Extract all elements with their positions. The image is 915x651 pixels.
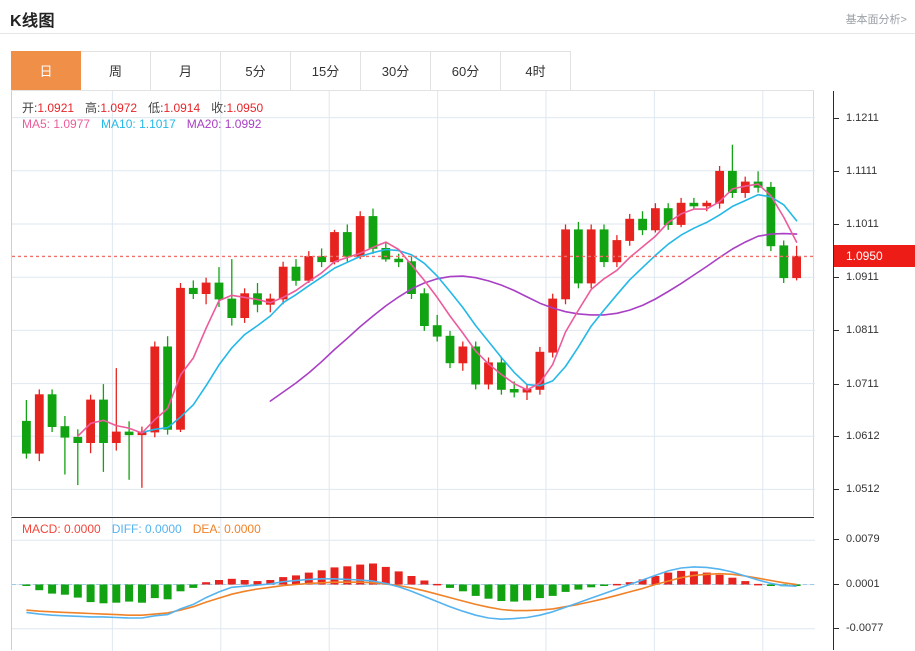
price-tick-label: 1.0811 <box>846 324 879 337</box>
macd-chart-svg <box>12 518 815 651</box>
y-axis-line <box>833 91 834 650</box>
fundamental-analysis-link[interactable]: 基本面分析> <box>845 14 907 26</box>
price-tick-label: 1.1111 <box>846 164 878 177</box>
timeframe-tab-1[interactable]: 周 <box>81 51 151 91</box>
price-tick-label: 1.0512 <box>846 483 880 496</box>
macd-chart-panel[interactable] <box>11 517 815 651</box>
timeframe-tab-5[interactable]: 30分 <box>361 51 431 91</box>
low-value: 1.0914 <box>163 101 201 115</box>
price-tick-label: 1.0711 <box>846 377 879 390</box>
low-label: 低: <box>148 101 164 115</box>
macd-tick-label: 0.0001 <box>846 577 880 590</box>
price-tick-label: 1.1211 <box>846 111 879 124</box>
candlestick-chart-svg <box>12 91 815 516</box>
high-label: 高: <box>85 101 101 115</box>
dea-value-legend: DEA: 0.0000 <box>192 522 261 536</box>
macd-tick-label: -0.0077 <box>846 621 884 634</box>
price-tick-mark <box>834 117 839 119</box>
price-tick-label: 1.1011 <box>846 218 879 230</box>
price-tick-mark <box>834 489 839 491</box>
macd-tick-mark <box>834 539 839 541</box>
price-tick-mark <box>834 330 839 332</box>
diff-value-legend: DIFF: 0.0000 <box>111 522 182 536</box>
ma10-legend: MA10: 1.1017 <box>101 117 176 131</box>
timeframe-tab-bar[interactable]: 日周月 5分 15分 30分 60分 4时 <box>11 51 571 91</box>
price-tick-mark <box>834 383 839 385</box>
price-tick-mark <box>834 170 839 172</box>
close-value: 1.0950 <box>226 101 264 115</box>
timeframe-tab-0[interactable]: 日 <box>11 51 81 91</box>
macd-tick-mark <box>834 627 839 629</box>
ma5-legend: MA5: 1.0977 <box>22 117 91 131</box>
timeframe-tab-3[interactable]: 5分 <box>221 51 291 91</box>
macd-tick-mark <box>834 583 839 585</box>
moving-average-legend: MA5: 1.0977 MA10: 1.1017 MA20: 1.0992 <box>22 117 261 131</box>
ohlc-legend: 开:1.0921 高:1.0972 低:1.0914 收:1.0950 <box>22 99 263 116</box>
timeframe-tab-7[interactable]: 4时 <box>501 51 571 91</box>
timeframe-tab-6[interactable]: 60分 <box>431 51 501 91</box>
price-tick-mark <box>834 436 839 438</box>
page-title: K线图 <box>10 13 56 30</box>
open-label: 开: <box>22 101 38 115</box>
close-label: 收: <box>211 101 227 115</box>
candlestick-chart-panel[interactable] <box>11 91 815 516</box>
tabbar-underline <box>11 90 814 91</box>
price-tick-label: 1.0911 <box>846 271 879 284</box>
price-tick-label: 1.0612 <box>846 430 880 443</box>
header-divider <box>0 33 915 34</box>
current-price-tag: 1.0950 <box>834 245 915 268</box>
macd-tick-label: 0.0079 <box>846 533 880 546</box>
price-tick-mark <box>834 277 839 279</box>
ma20-legend: MA20: 1.0992 <box>186 117 262 131</box>
timeframe-tab-2[interactable]: 月 <box>151 51 221 91</box>
timeframe-tab-4[interactable]: 15分 <box>291 51 361 91</box>
page-header: K线图 基本面分析> <box>0 0 915 34</box>
price-tick-mark <box>834 224 839 225</box>
high-value: 1.0972 <box>100 101 138 115</box>
open-value: 1.0921 <box>37 101 75 115</box>
macd-legend: MACD: 0.0000 DIFF: 0.0000 DEA: 0.0000 <box>22 522 261 536</box>
macd-value-legend: MACD: 0.0000 <box>22 522 101 536</box>
